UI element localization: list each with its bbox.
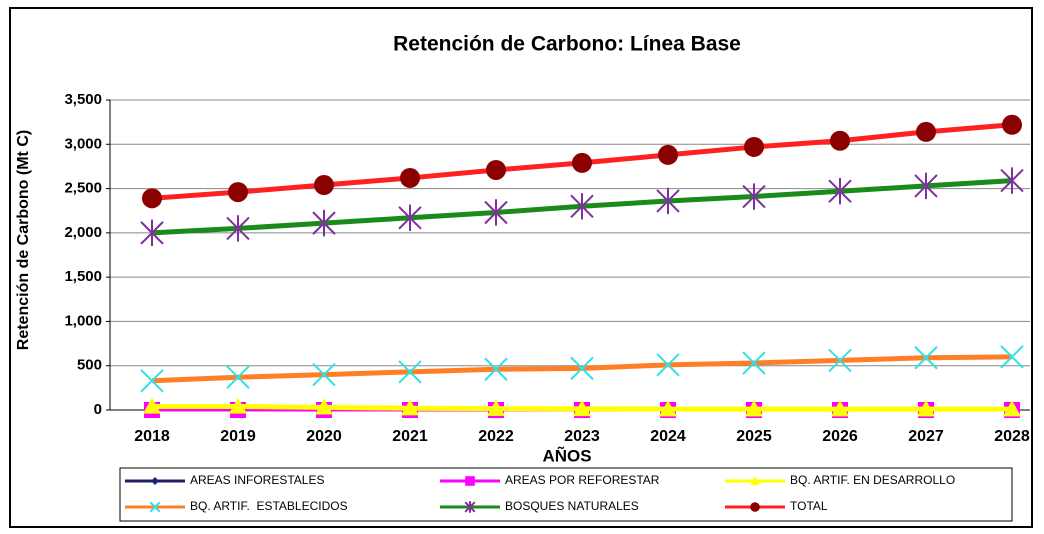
marker [315,398,333,415]
marker [1000,345,1024,369]
y-tick-label: 1,500 [64,268,102,285]
y-tick-label: 2,000 [64,224,102,241]
y-tick-label: 0 [94,401,102,418]
marker [401,399,419,416]
marker [742,183,766,210]
marker [140,219,164,247]
y-tick-label: 1,000 [64,312,102,329]
marker [142,188,162,209]
marker [226,365,250,389]
marker [398,204,422,231]
marker [914,172,938,200]
x-tick-label: 2021 [392,428,428,445]
legend [119,467,1013,522]
marker [914,346,938,370]
marker [658,144,678,165]
marker [917,400,935,417]
legend-marker [465,476,475,486]
marker [486,159,506,180]
x-tick-label: 2025 [736,428,772,445]
y-tick-label: 2,500 [64,180,102,197]
legend-label: TOTAL [790,499,828,513]
marker [570,193,594,220]
marker [570,356,594,381]
marker [1002,114,1022,135]
marker [831,400,849,417]
legend-label: BOSQUES NATURALES [505,499,639,513]
x-tick-label: 2023 [564,428,600,445]
legend-marker [149,501,161,513]
legend-label: BQ. ARTIF. EN DESARROLLO [790,473,955,487]
marker [400,167,420,188]
marker [744,136,764,157]
legend-marker [464,501,476,513]
marker [226,215,250,242]
marker [229,397,247,414]
x-axis-title: AÑOS [542,445,591,465]
legend-label: AREAS INFORESTALES [190,473,324,487]
marker [143,397,161,414]
marker [830,130,850,151]
marker [314,175,334,196]
marker [656,353,680,377]
x-tick-label: 2019 [220,428,256,445]
marker [1003,400,1021,417]
chart-border [9,7,1033,528]
marker [573,399,591,417]
marker [828,348,852,373]
x-tick-label: 2024 [650,428,686,445]
marker [228,182,248,203]
marker [312,209,336,237]
marker [1000,167,1024,194]
x-tick-label: 2022 [478,428,514,445]
marker [312,362,336,387]
marker [745,400,763,417]
marker [916,121,936,142]
marker [742,351,766,375]
marker [484,199,508,226]
y-tick-label: 3,500 [64,91,102,108]
chart-title: Retención de Carbono: Línea Base [393,33,741,56]
y-axis-title: Retención de Carbono (Mt C) [15,130,32,350]
marker [656,187,680,215]
legend-label: AREAS POR REFORESTAR [505,473,660,487]
marker [487,399,505,416]
y-tick-label: 500 [77,357,102,374]
marker [828,178,852,205]
legend-marker [151,477,159,485]
marker [140,369,164,393]
marker [659,400,677,417]
marker [572,152,592,173]
x-tick-label: 2018 [134,428,170,445]
legend-label: BQ. ARTIF. ESTABLECIDOS [190,499,348,513]
legend-marker [750,502,760,512]
x-tick-label: 2027 [908,428,944,445]
x-tick-label: 2026 [822,428,858,445]
x-tick-label: 2028 [994,428,1030,445]
marker [484,357,508,381]
marker [398,360,422,384]
y-tick-label: 3,000 [64,135,102,152]
x-tick-label: 2020 [306,428,342,445]
legend-marker [750,476,760,485]
